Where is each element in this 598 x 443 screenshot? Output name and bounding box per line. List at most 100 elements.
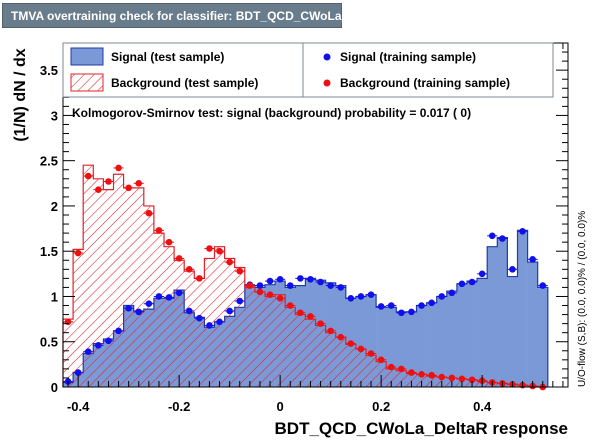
background-train-marker xyxy=(236,267,244,275)
signal-train-marker xyxy=(266,277,274,285)
background-test-bar xyxy=(83,165,94,387)
signal-test-bar xyxy=(416,305,427,387)
background-train-marker xyxy=(357,345,365,353)
background-train-marker xyxy=(438,373,446,381)
background-test-bar xyxy=(355,348,367,387)
signal-test-bar xyxy=(467,281,478,387)
background-test-bar xyxy=(325,332,336,387)
signal-train-marker xyxy=(367,291,375,298)
signal-train-marker xyxy=(135,308,143,316)
signal-test-bar xyxy=(537,287,549,387)
background-train-marker xyxy=(286,302,294,309)
background-test-bar xyxy=(275,294,286,387)
background-train-marker xyxy=(468,376,476,384)
signal-train-marker xyxy=(216,318,223,326)
overflow-label: U/O-flow (S,B): (0.0, 0.0)% / (0.0, 0.0)… xyxy=(577,211,588,387)
background-test-bar xyxy=(93,178,104,387)
background-test-bar xyxy=(406,373,417,387)
background-train-marker xyxy=(216,247,223,255)
background-test-bar xyxy=(254,291,266,387)
x-tick-label: 0.2 xyxy=(372,399,390,414)
y-tick-label: 2 xyxy=(51,199,58,214)
legend-right-box xyxy=(302,42,554,98)
y-tick-label: 3.5 xyxy=(40,63,58,78)
background-train-marker xyxy=(317,320,324,327)
ks-test-text: Kolmogorov-Smirnov test: signal (backgro… xyxy=(72,106,471,120)
signal-test-bar xyxy=(355,296,367,387)
signal-train-marker xyxy=(488,232,496,240)
signal-train-marker xyxy=(115,327,122,335)
background-test-bar xyxy=(224,258,235,387)
background-train-marker xyxy=(347,340,355,347)
background-test-bar xyxy=(396,370,407,387)
signal-test-bar xyxy=(406,311,417,387)
background-test-bar xyxy=(305,319,316,387)
title-bar: TMVA overtraining check for classifier: … xyxy=(2,3,386,28)
y-tick-label: 1 xyxy=(51,289,58,304)
signal-train-marker xyxy=(165,294,173,301)
background-test-bar xyxy=(214,246,225,387)
background-train-marker xyxy=(408,369,415,376)
background-test-bar xyxy=(285,307,296,387)
background-test-bar xyxy=(416,374,427,387)
signal-train-marker xyxy=(297,275,304,282)
background-train-marker xyxy=(185,266,193,273)
background-test-bar xyxy=(295,314,306,387)
legend-signal-train-label: Signal (training sample) xyxy=(340,50,476,64)
background-test-bar xyxy=(174,260,185,387)
signal-train-marker xyxy=(478,270,486,278)
signal-train-marker xyxy=(509,266,516,273)
background-train-marker xyxy=(84,172,92,180)
background-test-bar xyxy=(143,205,155,387)
signal-test-bar xyxy=(517,230,528,387)
legend-background-train-marker xyxy=(323,79,331,87)
signal-train-marker xyxy=(307,275,314,283)
legend-signal-test-label: Signal (test sample) xyxy=(111,50,224,64)
background-train-marker xyxy=(206,245,213,252)
signal-train-marker xyxy=(458,280,466,288)
signal-train-marker xyxy=(206,322,213,329)
signal-train-marker xyxy=(428,299,435,307)
background-train-marker xyxy=(256,288,264,296)
signal-test-bar xyxy=(446,291,458,387)
signal-train-marker xyxy=(155,293,163,300)
background-test-bar xyxy=(376,361,387,387)
background-test-bar xyxy=(335,337,347,387)
legend-background-test-swatch xyxy=(70,73,104,92)
background-train-marker xyxy=(145,209,153,217)
background-test-bar xyxy=(113,174,124,387)
background-test-bar xyxy=(315,325,326,387)
y-axis-label: (1/N) dN / dx xyxy=(12,48,29,141)
signal-train-marker xyxy=(276,275,284,283)
signal-train-marker xyxy=(256,282,264,289)
signal-train-marker xyxy=(125,304,132,312)
signal-train-marker xyxy=(185,307,193,315)
x-tick-label: -0.4 xyxy=(67,399,90,414)
signal-test-bar xyxy=(366,294,377,387)
background-train-marker xyxy=(95,186,102,193)
signal-train-marker xyxy=(145,300,153,308)
signal-train-marker xyxy=(529,256,536,263)
background-test-bar xyxy=(164,246,175,387)
background-train-marker xyxy=(74,249,82,257)
x-axis-label: BDT_QCD_CWoLa_DeltaR response xyxy=(275,419,568,438)
background-train-marker xyxy=(387,363,395,371)
signal-test-bar xyxy=(436,296,448,387)
signal-test-bar xyxy=(507,276,518,387)
background-train-marker xyxy=(246,282,254,289)
background-train-marker xyxy=(165,238,173,246)
background-train-marker xyxy=(226,258,233,266)
x-tick-label: -0.2 xyxy=(168,399,190,414)
signal-train-marker xyxy=(448,289,456,297)
signal-train-marker xyxy=(175,289,183,297)
signal-test-bar xyxy=(456,283,468,387)
signal-test-bar xyxy=(376,307,387,387)
x-tick-label: 0 xyxy=(277,399,284,414)
signal-train-marker xyxy=(499,235,506,242)
window-title: TMVA overtraining check for classifier: … xyxy=(11,9,387,23)
signal-train-marker xyxy=(74,369,82,376)
signal-train-marker xyxy=(519,227,526,235)
y-tick-label: 2.5 xyxy=(40,154,58,169)
signal-train-marker xyxy=(398,309,405,317)
signal-train-marker xyxy=(236,297,244,305)
